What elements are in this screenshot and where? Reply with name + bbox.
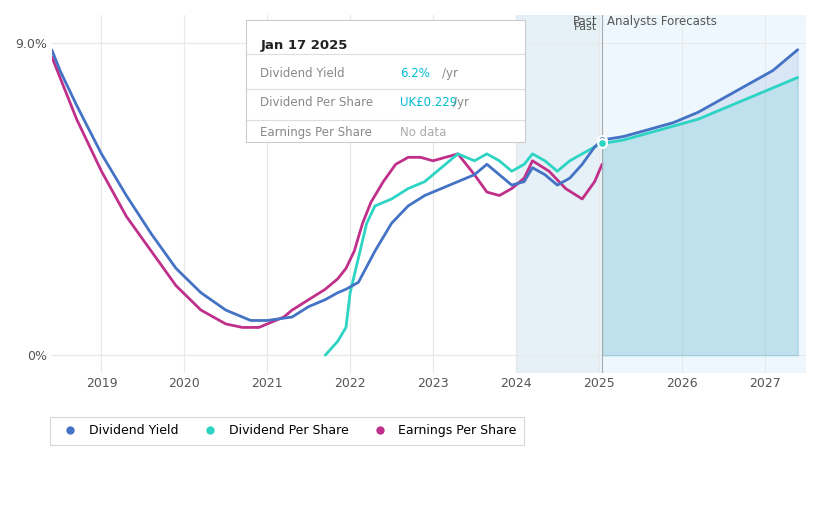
Text: Analysts Forecasts: Analysts Forecasts [607, 15, 717, 28]
Text: No data: No data [400, 126, 446, 139]
Bar [599, 15, 806, 372]
Point [595, 136, 608, 144]
Text: /yr: /yr [453, 96, 469, 109]
Text: 6.2%: 6.2% [400, 67, 429, 80]
Text: Dividend Per Share: Dividend Per Share [260, 96, 374, 109]
Text: Past: Past [574, 22, 597, 32]
Text: UK£0.229: UK£0.229 [400, 96, 457, 109]
Text: Past: Past [572, 15, 597, 28]
Bar [516, 15, 599, 372]
Point [595, 139, 608, 147]
Text: Dividend Yield: Dividend Yield [260, 67, 345, 80]
Text: Earnings Per Share: Earnings Per Share [260, 126, 372, 139]
Legend: Dividend Yield, Dividend Per Share, Earnings Per Share: Dividend Yield, Dividend Per Share, Earn… [50, 417, 525, 445]
Text: Jan 17 2025: Jan 17 2025 [260, 39, 347, 52]
Text: /yr: /yr [442, 67, 457, 80]
